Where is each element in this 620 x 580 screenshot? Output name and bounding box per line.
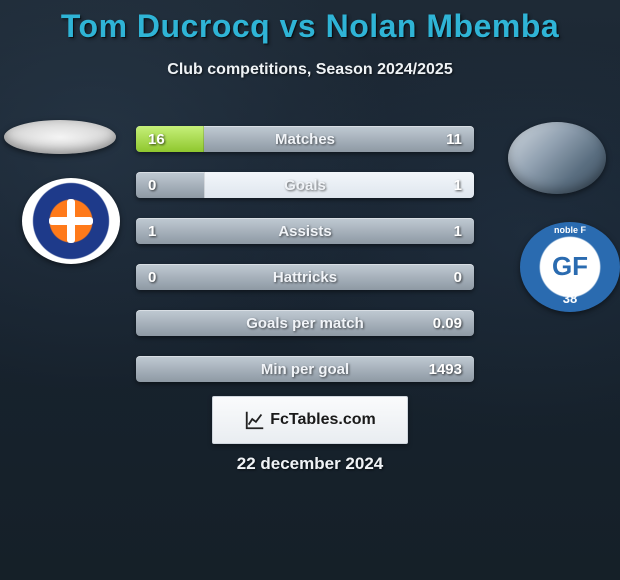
player2-name: Nolan Mbemba xyxy=(326,8,560,44)
stat-label: Matches xyxy=(136,126,474,152)
source-badge-text: FcTables.com xyxy=(270,411,376,429)
stat-label: Hattricks xyxy=(136,264,474,290)
page-title: Tom Ducrocq vs Nolan Mbemba xyxy=(0,0,620,45)
player1-name: Tom Ducrocq xyxy=(61,8,270,44)
stat-label: Goals xyxy=(136,172,474,198)
stat-value-right: 1493 xyxy=(429,356,462,382)
stat-row: 0 Hattricks 0 xyxy=(136,264,474,290)
stat-row: 1 Assists 1 xyxy=(136,218,474,244)
stat-value-right: 11 xyxy=(446,126,462,152)
club2-logo: noble F GF 38 xyxy=(520,222,620,312)
stat-value-right: 1 xyxy=(454,218,462,244)
stat-value-right: 0.09 xyxy=(433,310,462,336)
player2-photo xyxy=(508,122,606,194)
stat-value-right: 0 xyxy=(454,264,462,290)
stat-row: Goals per match 0.09 xyxy=(136,310,474,336)
vs-separator: vs xyxy=(280,8,317,44)
subtitle: Club competitions, Season 2024/2025 xyxy=(0,61,620,79)
stat-label: Assists xyxy=(136,218,474,244)
stat-row: 0 Goals 1 xyxy=(136,172,474,198)
source-badge[interactable]: FcTables.com xyxy=(212,396,408,444)
stats-table: 16 Matches 11 0 Goals 1 1 Assists 1 0 Ha… xyxy=(136,126,474,402)
stat-row: Min per goal 1493 xyxy=(136,356,474,382)
club2-logo-top-text: noble F xyxy=(520,225,620,235)
club1-logo xyxy=(22,178,120,264)
club2-logo-bottom-text: 38 xyxy=(563,291,577,306)
player1-photo xyxy=(4,120,116,154)
stat-row: 16 Matches 11 xyxy=(136,126,474,152)
stat-label: Goals per match xyxy=(136,310,474,336)
stat-value-right: 1 xyxy=(454,172,462,198)
date-label: 22 december 2024 xyxy=(0,454,620,474)
club2-logo-main-text: GF xyxy=(552,255,588,278)
club1-logo-inner xyxy=(32,182,110,260)
stat-label: Min per goal xyxy=(136,356,474,382)
chart-icon xyxy=(244,409,266,431)
